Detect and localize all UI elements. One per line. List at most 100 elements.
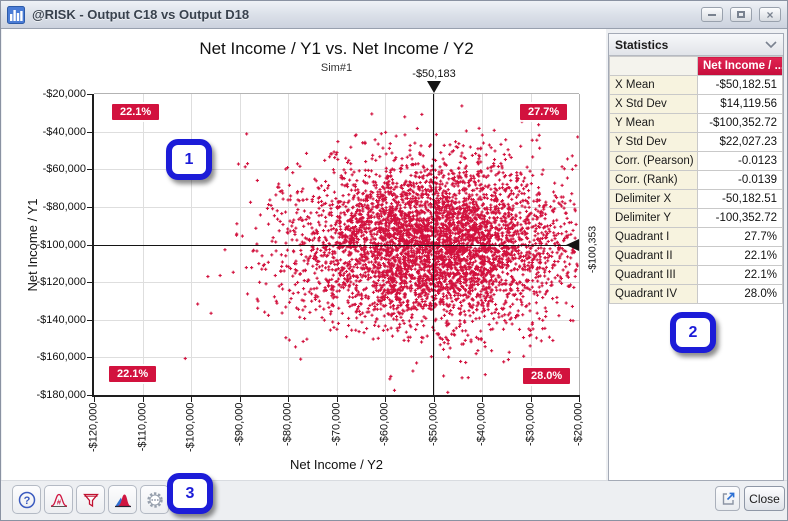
- y-tick-label: -$180,000: [36, 389, 86, 401]
- stats-row: Quadrant III 22.1%: [609, 265, 783, 285]
- x-tick-mark: [288, 397, 289, 402]
- stats-row: Quadrant I 27.7%: [609, 227, 783, 247]
- stat-value: 28.0%: [697, 284, 783, 304]
- x-tick-mark: [579, 397, 580, 402]
- maximize-icon: [737, 11, 745, 18]
- statistics-table: Net Income / ... X Mean -$50,182.51 X Std …: [609, 56, 783, 304]
- settings-gear-icon: [146, 491, 163, 508]
- stat-value: $14,119.56: [697, 94, 783, 114]
- statistics-column-header-row: Net Income / ...: [609, 56, 783, 76]
- maximize-button[interactable]: [730, 7, 752, 22]
- y-tick-label: -$60,000: [42, 163, 86, 176]
- output-column-header[interactable]: Net Income / ...: [697, 56, 783, 76]
- x-tick-mark: [191, 397, 192, 402]
- x-tick-mark: [385, 397, 386, 402]
- title-bar: @RISK - Output C18 vs Output D18 ×: [1, 1, 787, 29]
- callout-1: 1: [166, 139, 212, 180]
- stat-label: Delimiter Y: [609, 208, 698, 228]
- y-tick-mark: [87, 131, 92, 133]
- distribution-format-button[interactable]: #: [44, 485, 73, 514]
- help-icon: ?: [18, 491, 35, 508]
- statistics-panel: Statistics Net Income / ... X Mean -$50,1…: [608, 33, 784, 481]
- filter-button[interactable]: [76, 485, 105, 514]
- chart-pane: Net Income / Y1 vs. Net Income / Y2 Sim#…: [2, 29, 606, 481]
- stat-label: Corr. (Pearson): [609, 151, 698, 171]
- x-tick-mark: [530, 397, 532, 402]
- y-tick-label: -$40,000: [42, 125, 86, 138]
- stat-value: -0.0123: [697, 151, 783, 171]
- help-button[interactable]: ?: [12, 485, 41, 514]
- callout-2: 2: [670, 312, 716, 353]
- export-button[interactable]: [715, 486, 740, 511]
- statistics-header-label: Statistics: [615, 37, 669, 52]
- y-tick-label: -$20,000: [42, 88, 86, 100]
- stat-label: Quadrant I: [609, 227, 698, 247]
- quadrant-ii-badge: 22.1%: [112, 104, 160, 120]
- export-icon: [722, 492, 734, 505]
- delimiter-y-line[interactable]: [94, 245, 579, 246]
- stat-label: X Std Dev: [609, 94, 698, 114]
- delimiter-x-arrow-icon[interactable]: [427, 81, 441, 93]
- settings-button[interactable]: [140, 485, 169, 514]
- x-tick-mark: [239, 397, 241, 402]
- x-axis-title: Net Income / Y2: [290, 457, 383, 472]
- quadrant-iv-badge: 28.0%: [523, 368, 571, 384]
- y-tick-label: -$140,000: [36, 313, 86, 326]
- stats-row: Corr. (Rank) -0.0139: [609, 170, 783, 190]
- y-axis-title: Net Income / Y1: [25, 198, 40, 292]
- quadrant-i-badge: 27.7%: [520, 104, 568, 120]
- stat-value: -50,182.51: [697, 189, 783, 209]
- close-window-button[interactable]: ×: [759, 7, 781, 22]
- chevron-down-icon: [765, 40, 777, 48]
- delimiter-y-value-label: -$100,353: [586, 225, 599, 274]
- stats-row: Delimiter X -50,182.51: [609, 189, 783, 209]
- delimiter-y-arrow-icon[interactable]: [566, 239, 579, 251]
- y-tick-mark: [87, 94, 92, 95]
- y-tick-mark: [87, 169, 92, 171]
- x-tick-mark: [336, 397, 338, 402]
- stats-row: Quadrant IV 28.0%: [609, 284, 783, 304]
- stat-value: $22,027.23: [697, 132, 783, 152]
- callout-3: 3: [167, 473, 213, 514]
- stat-value: -0.0139: [697, 170, 783, 190]
- stat-value: -100,352.72: [697, 208, 783, 228]
- stat-value: -$100,352.72: [697, 113, 783, 133]
- stat-label: Quadrant III: [609, 265, 698, 285]
- stats-row: Delimiter Y -100,352.72: [609, 208, 783, 228]
- blank-header-cell: [609, 56, 698, 76]
- y-tick-mark: [87, 244, 92, 246]
- stat-value: 22.1%: [697, 246, 783, 266]
- statistics-dropdown[interactable]: Statistics: [609, 34, 783, 56]
- overlay-distribution-button[interactable]: [108, 485, 137, 514]
- chart-title: Net Income / Y1 vs. Net Income / Y2: [199, 39, 474, 58]
- stats-row: Quadrant II 22.1%: [609, 246, 783, 266]
- y-tick-label: -$80,000: [42, 200, 86, 213]
- stats-row: X Std Dev $14,119.56: [609, 94, 783, 114]
- x-tick-mark: [94, 397, 95, 402]
- y-tick-mark: [87, 357, 92, 359]
- chart-subtitle: Sim#1: [320, 62, 353, 74]
- quadrant-iii-badge: 22.1%: [109, 366, 157, 382]
- y-tick-mark: [87, 206, 92, 208]
- svg-text:?: ?: [23, 495, 30, 507]
- plot-frame-top: [94, 93, 579, 94]
- stats-row: Y Mean -$100,352.72: [609, 113, 783, 133]
- close-icon: ×: [766, 7, 774, 22]
- stat-label: Y Mean: [609, 113, 698, 133]
- y-axis-line: [92, 94, 94, 396]
- minimize-icon: [708, 13, 716, 16]
- window-title: @RISK - Output C18 vs Output D18: [32, 7, 250, 22]
- app-bar-chart-icon: [7, 5, 25, 24]
- stat-value: 27.7%: [697, 227, 783, 247]
- stat-label: Y Std Dev: [609, 132, 698, 152]
- minimize-button[interactable]: [701, 7, 723, 22]
- stat-label: Corr. (Rank): [609, 170, 698, 190]
- y-tick-label: -$160,000: [36, 351, 86, 364]
- close-button[interactable]: Close: [744, 486, 785, 511]
- stat-label: X Mean: [609, 75, 698, 95]
- stat-value: 22.1%: [697, 265, 783, 285]
- overlay-distribution-icon: [114, 494, 131, 507]
- svg-text:#: #: [56, 497, 61, 506]
- delimiter-x-line[interactable]: [433, 94, 434, 395]
